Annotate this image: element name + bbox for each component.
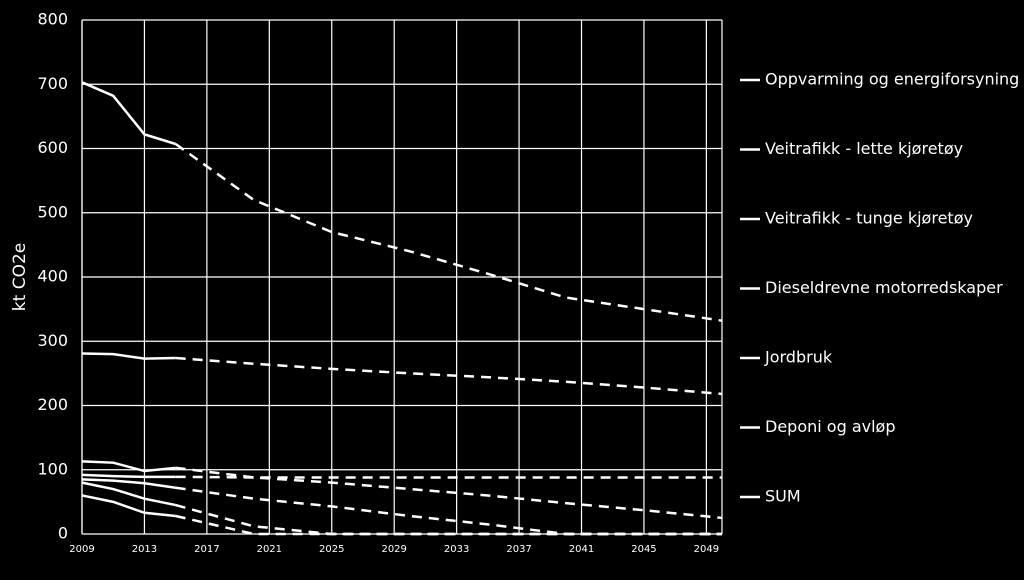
- legend-label: Jordbruk: [764, 348, 833, 367]
- projection-line: [175, 486, 722, 536]
- y-tick-label: 600: [37, 138, 68, 157]
- x-tick-label: 2045: [631, 544, 656, 555]
- legend-label: Oppvarming og energiforsyning: [765, 70, 1019, 89]
- y-tick-label: 400: [37, 267, 68, 286]
- x-tick-label: 2009: [69, 544, 94, 555]
- y-tick-label: 0: [58, 524, 68, 543]
- history-line: [81, 481, 176, 507]
- projection-line: [175, 475, 722, 479]
- x-tick-label: 2017: [194, 544, 219, 555]
- x-tick-label: 2033: [444, 544, 469, 555]
- history-line: [81, 473, 176, 479]
- projection-line: [175, 356, 723, 396]
- y-tick-label: 500: [37, 202, 68, 221]
- projection-line: [175, 514, 722, 536]
- history-line: [81, 478, 176, 489]
- y-axis-label: kt CO2e: [10, 243, 30, 311]
- legend-label: Dieseldrevne motorredskaper: [765, 278, 1003, 297]
- x-tick-label: 2037: [506, 544, 531, 555]
- x-tick-label: 2013: [132, 544, 157, 555]
- legend-label: Veitrafikk - tunge kjøretøy: [765, 209, 973, 228]
- y-tick-label: 100: [37, 459, 68, 478]
- x-tick-label: 2041: [569, 544, 594, 555]
- x-tick-label: 2029: [381, 544, 406, 555]
- y-tick-label: 300: [37, 331, 68, 350]
- history-line: [81, 460, 176, 473]
- projection-line: [174, 142, 723, 322]
- y-tick-label: 200: [37, 395, 68, 414]
- legend-label: Deponi og avløp: [765, 417, 895, 436]
- x-tick-label: 2021: [257, 544, 282, 555]
- x-tick-label: 2049: [694, 544, 719, 555]
- legend-label: Veitrafikk - lette kjøretøy: [765, 139, 963, 158]
- projection-line: [175, 466, 723, 520]
- legend-label: SUM: [765, 487, 801, 506]
- history-line: [81, 352, 176, 360]
- y-tick-label: 800: [37, 10, 68, 29]
- x-tick-label: 2025: [319, 544, 344, 555]
- history-line: [81, 494, 176, 518]
- y-tick-label: 700: [37, 74, 68, 93]
- history-line: [81, 81, 177, 146]
